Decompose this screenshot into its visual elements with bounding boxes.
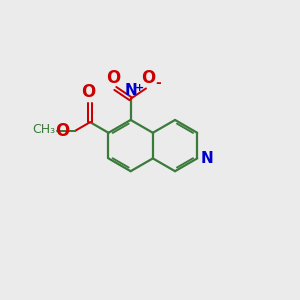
Text: O: O bbox=[141, 69, 155, 87]
Text: O: O bbox=[81, 83, 95, 101]
Text: O: O bbox=[106, 69, 120, 87]
Text: N: N bbox=[201, 151, 214, 166]
Text: O: O bbox=[55, 122, 70, 140]
Text: CH₃: CH₃ bbox=[33, 123, 56, 136]
Text: -: - bbox=[155, 76, 161, 90]
Text: +: + bbox=[135, 82, 145, 93]
Text: N: N bbox=[124, 82, 137, 98]
